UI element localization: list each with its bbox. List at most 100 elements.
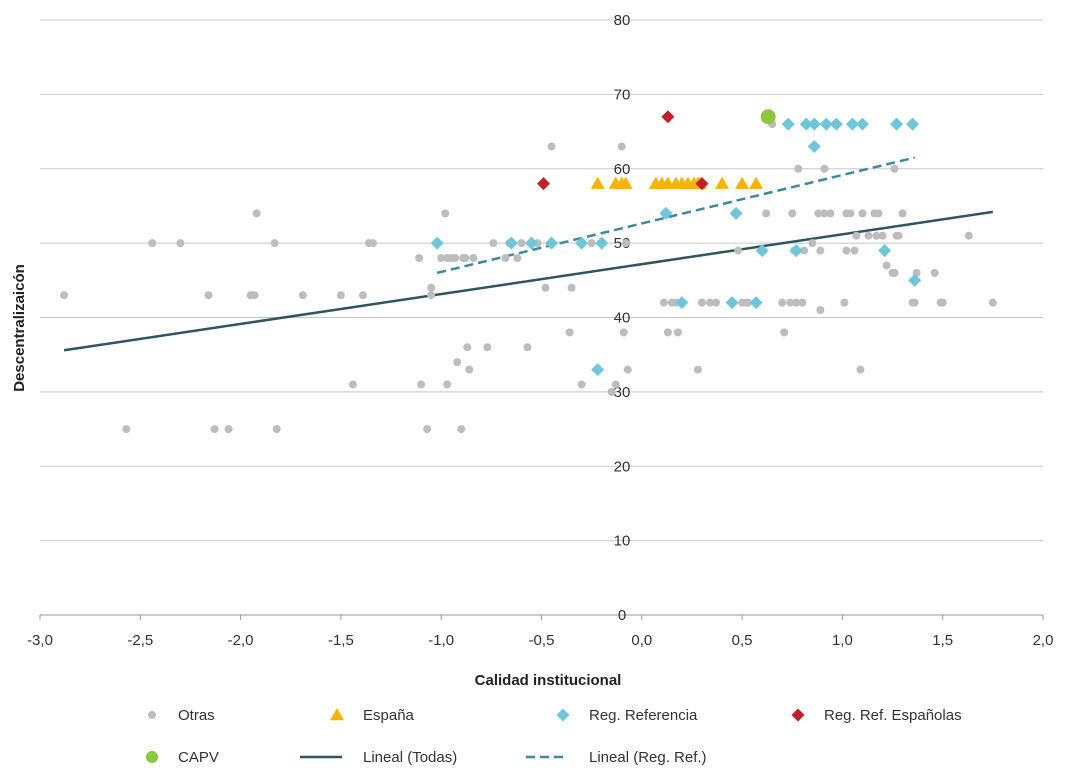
legend-item: Lineal (Reg. Ref.) [526, 749, 707, 766]
point-reg-referencia [890, 117, 904, 131]
point-otras [368, 239, 377, 248]
point-otras [148, 239, 157, 248]
point-otras [541, 283, 550, 292]
point-otras [204, 291, 213, 300]
point-reg-referencia [725, 296, 739, 310]
point-otras [547, 142, 556, 151]
trendlines [63, 156, 994, 352]
point-reg-referencia [575, 236, 589, 250]
point-otras [693, 365, 702, 374]
y-tick-label: 10 [614, 533, 631, 550]
point-otras [864, 231, 873, 240]
x-axis-tick-labels: -3,0 -2,5 -2,0 -1,5 -1,0 -0,5 0,0 0,5 1,0 1,5 2,0 [27, 632, 1053, 649]
point-otras [565, 328, 574, 337]
point-otras [567, 283, 576, 292]
y-tick-label: 80 [614, 12, 631, 29]
legend-item: Otras [148, 707, 215, 724]
point-otras [840, 298, 849, 307]
point-reg-referencia [855, 117, 869, 131]
point-otras [874, 209, 883, 218]
point-otras [858, 209, 867, 218]
x-tick-label: -3,0 [27, 632, 53, 649]
point-otras [762, 209, 771, 218]
point-reg-referencia [789, 244, 803, 258]
legend-item: Reg. Referencia [556, 707, 698, 724]
y-axis-tick-labels: 01020304050607080 [614, 12, 631, 624]
point-otras [850, 246, 859, 255]
point-reg-referencia [729, 206, 743, 220]
legend-swatch [791, 708, 805, 722]
point-otras [427, 283, 436, 292]
legend-label: Lineal (Todas) [363, 749, 457, 766]
point-otras [878, 231, 887, 240]
y-tick-label: 40 [614, 310, 631, 327]
point-otras [882, 261, 891, 270]
legend-item: CAPV [146, 749, 219, 766]
point-otras [898, 209, 907, 218]
point-otras [489, 239, 498, 248]
data-points [60, 109, 997, 434]
point-otras [820, 164, 829, 173]
point-otras [210, 425, 219, 434]
point-otras [437, 254, 446, 262]
point-otras [336, 291, 345, 300]
legend-swatch [148, 711, 156, 719]
point-otras [800, 246, 809, 255]
point-otras [816, 246, 825, 255]
point-reg-referencia [675, 296, 689, 310]
point-reg-referencia [819, 117, 833, 131]
x-tick-label: -1,5 [328, 632, 354, 649]
point-reg-referencia [845, 117, 859, 131]
point-otras [517, 239, 526, 248]
point-otras [607, 387, 616, 396]
point-reg-referencia [595, 236, 609, 250]
point-reg-referencia [659, 206, 673, 220]
point-reg-referencia [906, 117, 920, 131]
point-otras [930, 268, 939, 277]
legend-label: Reg. Referencia [589, 707, 698, 724]
x-tick-label: 0,0 [631, 632, 652, 649]
point-otras [423, 425, 432, 434]
point-otras [122, 425, 131, 434]
trendline-all [63, 210, 994, 352]
point-otras [501, 254, 510, 262]
point-otras [852, 231, 861, 240]
point-otras [417, 380, 426, 389]
legend-swatch [556, 708, 570, 722]
y-tick-label: 0 [618, 607, 626, 624]
y-tick-label: 30 [614, 384, 631, 401]
point-otras [938, 298, 947, 307]
point-otras [463, 343, 472, 352]
point-reg-referencia [591, 363, 605, 377]
point-reg-referencia [878, 244, 892, 258]
x-tick-label: 1,0 [832, 632, 853, 649]
x-tick-label: 0,5 [732, 632, 753, 649]
point-otras [513, 254, 522, 262]
point-otras [890, 268, 899, 277]
point-otras [415, 254, 424, 262]
y-tick-label: 20 [614, 458, 631, 475]
x-tick-label: -2,0 [228, 632, 254, 649]
point-otras [792, 298, 801, 307]
point-otras [298, 291, 307, 300]
point-espana [749, 176, 764, 189]
point-otras [780, 328, 789, 337]
legend-label: Reg. Ref. Españolas [824, 707, 962, 724]
trendline-reg-ref [436, 156, 915, 275]
point-reg-referencia [749, 296, 763, 310]
point-otras [697, 298, 706, 307]
point-espana [715, 176, 730, 189]
legend-label: Otras [178, 707, 215, 724]
legend-label: Lineal (Reg. Ref.) [589, 749, 707, 766]
legend-item: Reg. Ref. Españolas [791, 707, 962, 724]
legend-swatch [146, 751, 158, 763]
point-otras [808, 239, 817, 248]
point-otras [712, 298, 721, 307]
point-otras [988, 298, 997, 307]
y-tick-label: 70 [614, 86, 631, 103]
legend-label: España [363, 707, 415, 724]
point-otras [872, 231, 881, 240]
point-otras [816, 306, 825, 315]
y-tick-label: 60 [614, 161, 631, 178]
